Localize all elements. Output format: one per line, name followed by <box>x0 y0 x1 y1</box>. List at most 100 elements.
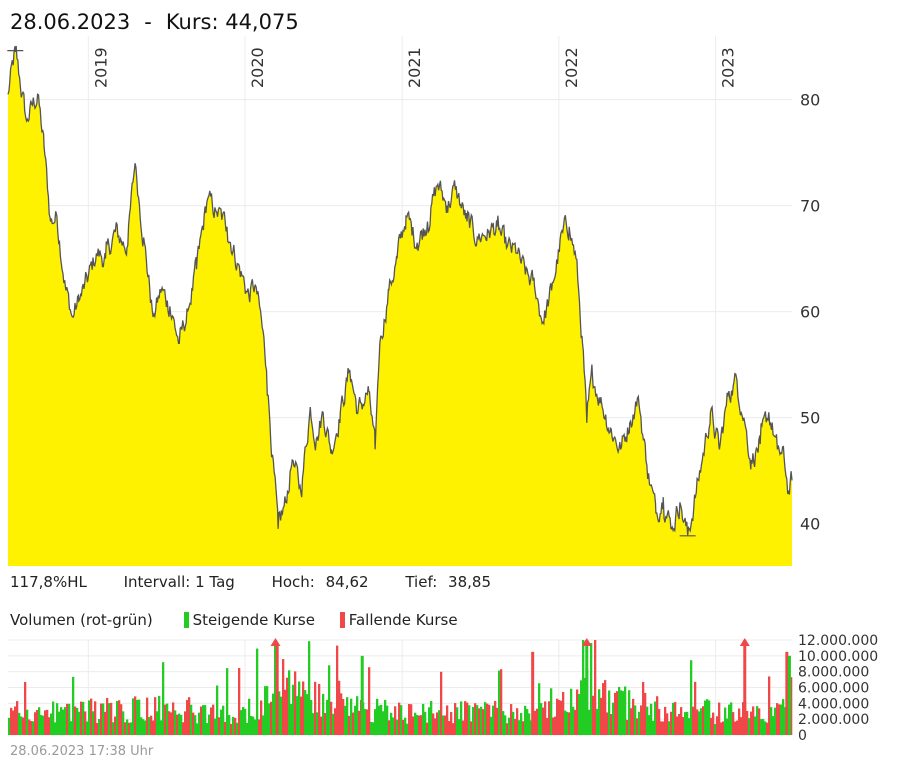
volume-bar <box>356 696 359 735</box>
volume-bar <box>202 705 205 735</box>
volume-bar <box>82 701 85 735</box>
volume-bar <box>340 693 343 735</box>
volume-bar <box>392 717 395 735</box>
volume-bar <box>564 710 567 735</box>
volume-bar <box>16 701 19 735</box>
price-chart[interactable]: 40 50 60 70 80 2019 2020 2021 2022 2023 <box>0 36 915 568</box>
volume-tick-label: 4.000.000 <box>798 696 869 712</box>
volume-title: Volumen (rot-grün) <box>10 611 153 629</box>
volume-bar <box>654 701 657 735</box>
price-area <box>8 46 792 566</box>
volume-bar <box>280 696 283 735</box>
volume-bar <box>592 695 595 735</box>
volume-bar <box>140 717 143 735</box>
price-tick-label: 40 <box>800 515 820 534</box>
volume-bar <box>602 683 605 735</box>
volume-bar <box>166 703 169 735</box>
volume-bar <box>20 716 23 735</box>
volume-bar <box>450 712 453 735</box>
volume-bar <box>710 717 713 735</box>
volume-bar <box>580 680 583 735</box>
volume-bar <box>700 708 703 735</box>
volume-bar <box>516 708 519 735</box>
volume-bar <box>648 715 651 735</box>
volume-bar <box>702 706 705 735</box>
volume-bar <box>656 696 659 735</box>
volume-spike-bar <box>785 651 789 735</box>
volume-bar <box>770 707 773 735</box>
legend-falling: Fallende Kurse <box>339 611 458 629</box>
volume-bar <box>640 705 643 735</box>
volume-bar <box>378 705 381 735</box>
volume-bar <box>494 700 497 735</box>
volume-bar <box>542 707 545 735</box>
volume-bar <box>302 681 305 735</box>
volume-bar <box>598 689 601 735</box>
year-label-2021: 2021 <box>405 47 424 88</box>
volume-bar <box>308 641 311 735</box>
volume-bar <box>506 723 509 735</box>
volume-bar <box>466 702 469 735</box>
volume-bar <box>70 721 73 735</box>
volume-bar <box>320 716 323 735</box>
volume-overflow-arrow <box>739 638 750 646</box>
volume-bar <box>454 703 457 735</box>
volume-bar <box>646 706 649 735</box>
volume-bar <box>194 715 197 735</box>
volume-bar <box>346 697 349 735</box>
volume-bar <box>88 700 91 735</box>
volume-bar <box>8 717 11 735</box>
volume-bar <box>106 698 109 735</box>
volume-bar <box>734 721 737 735</box>
volume-bar <box>98 719 101 735</box>
volume-bar <box>402 719 405 735</box>
volume-bar <box>548 701 551 735</box>
volume-bar <box>726 718 729 735</box>
volume-bar <box>12 710 15 735</box>
volume-bar <box>330 701 333 735</box>
volume-bar <box>354 705 357 735</box>
volume-bar <box>764 721 767 735</box>
volume-bar <box>486 703 489 735</box>
volume-bar <box>156 711 159 735</box>
volume-bar <box>212 704 215 735</box>
interval-value: 1 Tag <box>195 573 235 591</box>
volume-bar <box>64 707 67 735</box>
volume-bar <box>272 693 275 735</box>
volume-bar <box>572 706 575 735</box>
volume-bar <box>680 707 683 735</box>
volume-bar <box>552 717 555 735</box>
volume-bar <box>40 715 43 735</box>
volume-bar <box>484 702 487 735</box>
volume-bar <box>482 709 485 735</box>
volume-bar <box>50 713 53 735</box>
header-date: 28.06.2023 <box>10 10 131 34</box>
volume-bar <box>222 705 225 735</box>
volume-bar <box>24 681 27 735</box>
volume-chart[interactable]: 02.000.0004.000.0006.000.0008.000.00010.… <box>0 632 915 742</box>
volume-bar <box>588 709 591 735</box>
volume-bar <box>78 711 81 735</box>
volume-bar <box>208 714 211 735</box>
volume-bar <box>452 723 455 735</box>
volume-bar <box>678 714 681 735</box>
volume-bar <box>562 691 565 735</box>
volume-bar <box>782 699 785 735</box>
volume-bar <box>290 704 293 735</box>
volume-bar <box>310 699 313 735</box>
volume-bar <box>92 711 95 735</box>
volume-bar <box>80 701 83 735</box>
volume-bar <box>670 711 673 735</box>
volume-bar <box>428 707 431 735</box>
volume-bar <box>30 721 33 735</box>
volume-tick-label: 10.000.000 <box>798 649 878 665</box>
volume-bar <box>162 662 165 735</box>
volume-bar <box>408 703 411 735</box>
price-tick-label: 50 <box>800 409 820 428</box>
volume-overflow-arrow <box>581 638 592 646</box>
volume-bar <box>664 706 667 735</box>
volume-bar <box>620 690 623 735</box>
volume-bar <box>732 712 735 735</box>
volume-bar <box>278 691 281 735</box>
volume-bar <box>728 704 731 735</box>
